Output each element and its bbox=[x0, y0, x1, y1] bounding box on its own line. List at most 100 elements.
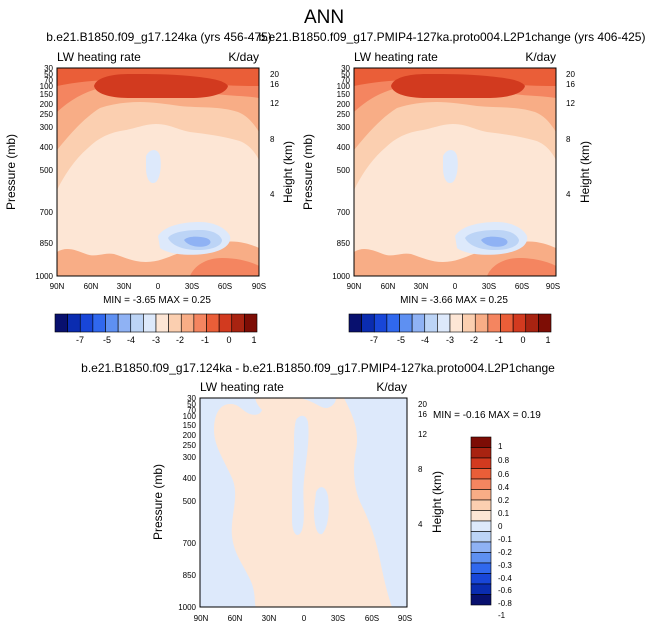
contour-fill-low-level-2 bbox=[487, 258, 556, 276]
y-tick-label: 250 bbox=[337, 110, 351, 119]
colorbar-swatch bbox=[231, 313, 245, 333]
y-tick-label: 1000 bbox=[332, 272, 350, 281]
colorbar-label: -1 bbox=[498, 611, 506, 620]
variable-label: LW heating rate bbox=[354, 50, 438, 64]
y-tick-label: 50 bbox=[44, 70, 53, 79]
y-tick-label: 250 bbox=[183, 441, 197, 450]
colorbar-label: -0.4 bbox=[498, 574, 512, 583]
colorbar-swatch bbox=[470, 583, 492, 595]
y-axis-label-right: Height (km) bbox=[578, 141, 592, 203]
colorbar-swatch bbox=[386, 313, 400, 333]
x-ticks: 90N 60N 30N 0 30S 60S 90S bbox=[50, 282, 266, 291]
colorbar-labels: 1 0.8 0.6 0.4 0.2 0.1 0 -0.1 -0.2 -0.3 -… bbox=[498, 442, 512, 620]
panel-title: b.e21.B1850.f09_g17.124ka (yrs 456-475) bbox=[46, 30, 272, 44]
colorbar-swatch bbox=[470, 520, 492, 532]
colorbar-swatch bbox=[470, 541, 492, 553]
x-tick-label: 0 bbox=[156, 282, 161, 291]
y-ticks-right: 20 16 12 8 4 bbox=[270, 70, 279, 199]
y-tick-label: 300 bbox=[337, 123, 351, 132]
colorbar-swatches bbox=[54, 313, 258, 333]
y-axis-label: Pressure (mb) bbox=[301, 134, 315, 210]
colorbar-swatch bbox=[399, 313, 413, 333]
x-tick-label: 90N bbox=[347, 282, 362, 291]
y-tick-label: 1000 bbox=[35, 272, 53, 281]
colorbar-label: -7 bbox=[370, 335, 378, 345]
y-axis-label: Pressure (mb) bbox=[151, 464, 165, 540]
min-max-stats: MIN = -3.65 MAX = 0.25 bbox=[103, 295, 211, 306]
contour-fill-max bbox=[94, 74, 228, 98]
x-tick-label: 90N bbox=[194, 614, 209, 623]
contour-field bbox=[57, 68, 259, 276]
units-label: K/day bbox=[376, 380, 407, 394]
height-tick-label: 12 bbox=[270, 99, 279, 108]
y-tick-label: 100 bbox=[183, 412, 197, 421]
y-ticks-left: 30 50 70 100 150 200 250 300 400 500 700… bbox=[178, 394, 196, 612]
colorbar-labels: -7 -5 -4 -3 -2 -1 0 1 bbox=[76, 335, 257, 345]
colorbar-label: -4 bbox=[421, 335, 429, 345]
colorbar-swatch bbox=[474, 313, 489, 333]
y-tick-label: 50 bbox=[187, 400, 196, 409]
colorbar-swatch bbox=[470, 457, 492, 469]
colorbar-swatch bbox=[487, 313, 501, 333]
panel-top-left: b.e21.B1850.f09_g17.124ka (yrs 456-475) … bbox=[4, 30, 295, 306]
x-tick-label: 60N bbox=[381, 282, 396, 291]
x-tick-label: 60N bbox=[228, 614, 243, 623]
x-tick-label: 0 bbox=[453, 282, 458, 291]
contour-field bbox=[200, 398, 407, 607]
colorbar-swatch bbox=[54, 313, 68, 333]
height-tick-label: 20 bbox=[566, 70, 575, 79]
x-ticks: 90N 60N 30N 0 30S 60S 90S bbox=[347, 282, 560, 291]
contour-fill-negative-2 bbox=[300, 398, 336, 408]
y-axis-label: Pressure (mb) bbox=[4, 134, 18, 210]
y-ticks-right: 20 16 12 8 4 bbox=[418, 400, 427, 529]
x-tick-label: 60S bbox=[515, 282, 529, 291]
height-tick-label: 20 bbox=[418, 400, 427, 409]
colorbar-swatches bbox=[470, 436, 492, 606]
y-tick-label: 500 bbox=[40, 166, 54, 175]
colorbar-top-right: -7 -5 -4 -3 -2 -1 0 1 bbox=[348, 313, 552, 345]
colorbar-swatch bbox=[470, 478, 492, 490]
colorbar-swatch bbox=[130, 313, 144, 333]
colorbar-swatch bbox=[155, 313, 169, 333]
colorbar-swatch bbox=[244, 313, 258, 333]
min-max-stats: MIN = -0.16 MAX = 0.19 bbox=[433, 410, 541, 421]
y-tick-label: 150 bbox=[183, 421, 197, 430]
x-tick-label: 90S bbox=[546, 282, 560, 291]
height-tick-label: 8 bbox=[566, 135, 571, 144]
colorbar-swatch bbox=[512, 313, 527, 333]
y-tick-label: 70 bbox=[341, 76, 350, 85]
colorbar-label: 0.1 bbox=[498, 509, 510, 518]
colorbar-label: 1 bbox=[251, 335, 256, 345]
colorbar-swatch bbox=[143, 313, 157, 333]
contour-fill-cool-low-3 bbox=[184, 236, 211, 247]
y-tick-label: 150 bbox=[337, 90, 351, 99]
height-tick-label: 8 bbox=[418, 465, 423, 474]
y-tick-label: 700 bbox=[183, 539, 197, 548]
min-max-stats: MIN = -3.66 MAX = 0.25 bbox=[400, 295, 508, 306]
colorbar-swatch bbox=[180, 313, 195, 333]
colorbar-swatch bbox=[500, 313, 514, 333]
colorbar-swatch bbox=[105, 313, 119, 333]
colorbar-swatch bbox=[218, 313, 233, 333]
y-tick-label: 300 bbox=[183, 453, 197, 462]
panel-title: b.e21.B1850.f09_g17.PMIP4-127ka.proto004… bbox=[259, 30, 646, 44]
colorbar-swatch bbox=[470, 594, 492, 606]
y-ticks-left: 30 50 70 100 150 200 250 300 400 500 700… bbox=[332, 64, 350, 281]
colorbar-label: 0.4 bbox=[498, 483, 510, 492]
y-tick-label: 850 bbox=[40, 239, 54, 248]
colorbar-swatch bbox=[470, 447, 492, 459]
panel-top-right: b.e21.B1850.f09_g17.PMIP4-127ka.proto004… bbox=[259, 30, 646, 306]
y-tick-label: 300 bbox=[40, 123, 54, 132]
colorbar-swatch bbox=[462, 313, 476, 333]
colorbar-label: 0 bbox=[520, 335, 525, 345]
colorbar-label: -0.2 bbox=[498, 548, 512, 557]
colorbar-label: -5 bbox=[397, 335, 405, 345]
y-axis-label-right: Height (km) bbox=[430, 471, 444, 533]
x-tick-label: 30S bbox=[185, 282, 199, 291]
colorbar-swatch bbox=[424, 313, 438, 333]
contour-fill-negative-4 bbox=[344, 398, 407, 607]
y-tick-label: 400 bbox=[337, 143, 351, 152]
colorbar-swatch bbox=[193, 313, 207, 333]
y-tick-label: 250 bbox=[40, 110, 54, 119]
